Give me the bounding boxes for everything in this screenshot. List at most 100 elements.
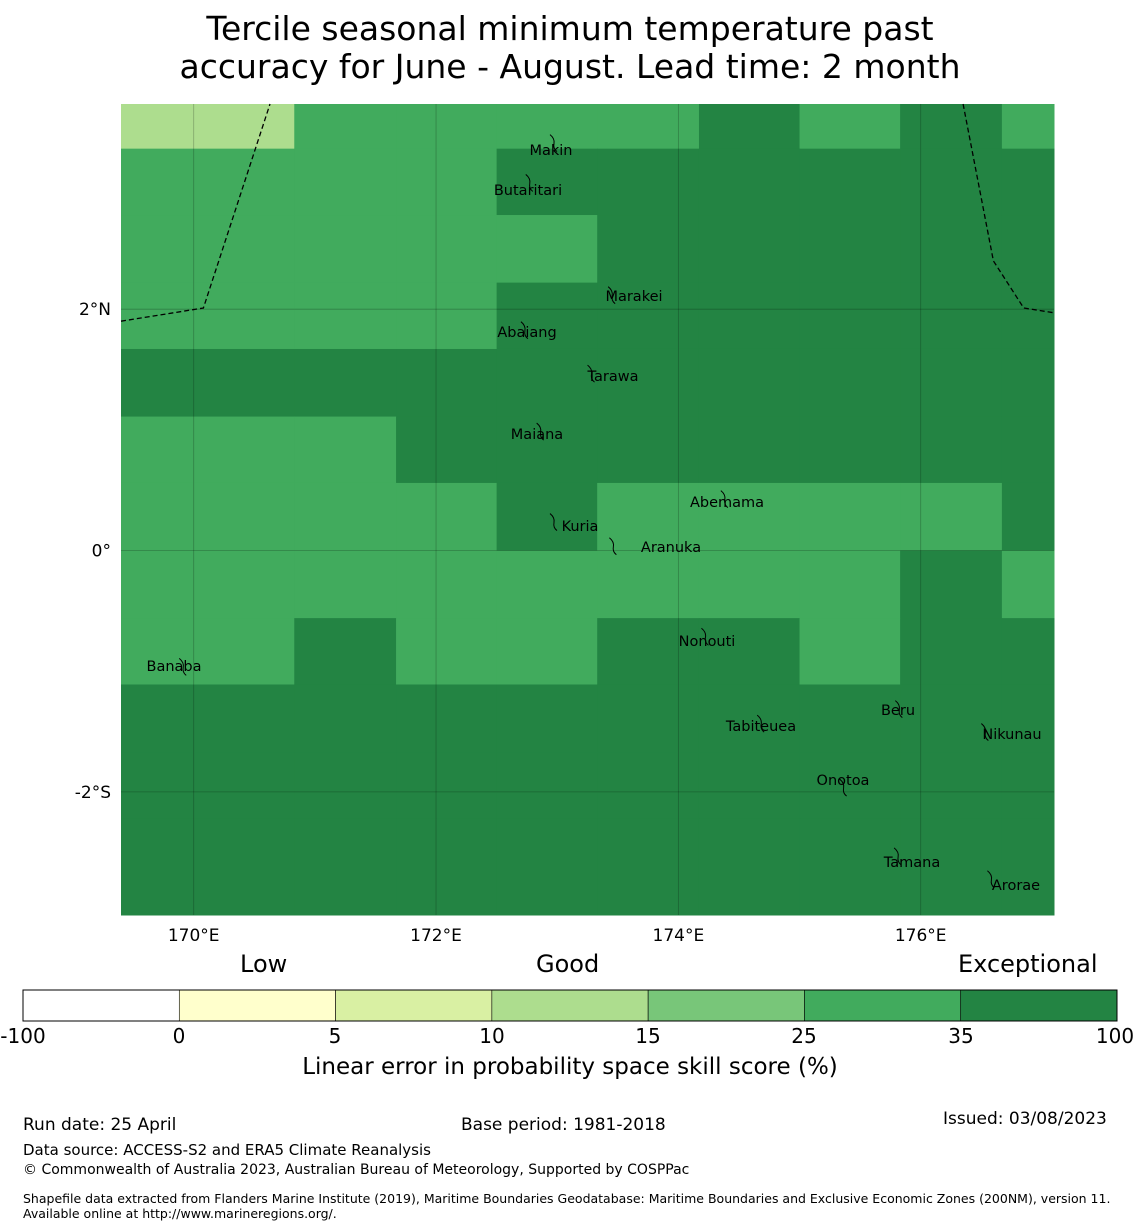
- shapefile-credit: Shapefile data extracted from Flanders M…: [23, 1191, 1111, 1221]
- skill-cell: [698, 618, 801, 685]
- skill-cell: [496, 550, 598, 619]
- skill-cell: [799, 148, 901, 216]
- skill-cell: [294, 148, 397, 216]
- skill-cell: [900, 148, 1003, 216]
- colorbar-header-good: Good: [536, 950, 600, 978]
- island-label: Marakei: [605, 289, 662, 305]
- skill-cell: [1001, 618, 1055, 685]
- island-label: Tarawa: [587, 369, 639, 385]
- skill-cell: [900, 684, 1003, 753]
- island-label: Beru: [881, 703, 915, 719]
- skill-cell: [698, 416, 801, 484]
- skill-cell: [496, 752, 598, 819]
- island-outline: [520, 321, 529, 340]
- skill-cell: [597, 818, 700, 916]
- skill-cell: [121, 416, 295, 484]
- skill-cell: [121, 752, 295, 819]
- skill-cell: [1001, 416, 1055, 484]
- skill-cell: [597, 148, 700, 216]
- island-outline: [549, 134, 558, 153]
- colorbar-header-low: Low: [240, 950, 288, 978]
- eez-boundary: [120, 103, 271, 322]
- skill-cell: [294, 282, 397, 350]
- skill-cell: [121, 684, 295, 753]
- colorbar-bin: [178, 989, 336, 1022]
- colorbar-outline: [22, 989, 1118, 1022]
- skill-cell: [597, 752, 700, 819]
- colorbar-bin: [491, 989, 649, 1022]
- skill-cell: [121, 215, 295, 284]
- skill-cell: [396, 818, 498, 916]
- island-outline: [701, 627, 709, 646]
- title-line-2: accuracy for June - August. Lead time: 2…: [179, 47, 961, 86]
- skill-cell: [396, 416, 498, 484]
- island-outline: [536, 422, 544, 441]
- skill-cell: [698, 550, 801, 619]
- island-outline: [587, 364, 595, 383]
- skill-cell: [597, 684, 700, 753]
- island-outline: [549, 513, 558, 531]
- longitude-tick-label: 174°E: [653, 926, 705, 946]
- skill-cell: [294, 215, 397, 284]
- skill-cell: [900, 550, 1003, 619]
- island-outline: [525, 174, 534, 192]
- latitude-tick-label: 2°N: [79, 300, 111, 320]
- skill-cell: [900, 104, 1003, 150]
- skill-cell: [294, 482, 397, 552]
- skill-cell: [597, 348, 700, 418]
- skill-cell: [799, 215, 901, 284]
- latitude-tick-label: 0°: [92, 542, 111, 562]
- island-outline: [609, 537, 617, 556]
- skill-cell: [1001, 482, 1055, 552]
- latitude-tick-label: -2°S: [75, 783, 111, 803]
- colorbar-bin: [335, 989, 493, 1022]
- skill-cell: [294, 818, 397, 916]
- island-outline: [981, 723, 989, 741]
- skill-cell: [396, 348, 498, 418]
- skill-cell: [597, 550, 700, 619]
- skill-cell: [698, 684, 801, 753]
- skill-cell: [799, 482, 901, 552]
- longitude-tick-label: 170°E: [168, 926, 220, 946]
- skill-cell: [121, 104, 295, 150]
- skill-cell: [799, 752, 901, 819]
- skill-cell: [597, 104, 700, 150]
- island-label: Butaritari: [494, 183, 562, 199]
- skill-cell: [396, 550, 498, 619]
- colorbar-tick: 25: [791, 1024, 817, 1048]
- colorbar-tick: 0: [172, 1024, 186, 1048]
- island-outline: [756, 714, 765, 733]
- island-label: Banaba: [147, 659, 202, 675]
- island-outline: [178, 657, 187, 676]
- skill-cell: [396, 482, 498, 552]
- island-label: Tamana: [883, 855, 940, 871]
- colorbar-bin: [647, 989, 805, 1022]
- skill-cell: [496, 818, 598, 916]
- colorbar-bin: [22, 989, 180, 1022]
- skill-cell: [1001, 818, 1055, 916]
- eez-boundary: [962, 103, 1055, 314]
- island-label: Kuria: [562, 519, 599, 535]
- skill-cell: [496, 482, 598, 552]
- skill-cell: [294, 618, 397, 685]
- skill-cell: [900, 215, 1003, 284]
- skill-cell: [900, 818, 1003, 916]
- skill-cell: [294, 752, 397, 819]
- skill-cell: [698, 348, 801, 418]
- skill-cell: [396, 684, 498, 753]
- island-outline: [720, 490, 729, 509]
- island-label: Abaiang: [497, 325, 556, 341]
- skill-cell: [1001, 348, 1055, 418]
- issued-date: Issued: 03/08/2023: [943, 1109, 1107, 1129]
- skill-cell: [1001, 752, 1055, 819]
- island-outline: [839, 778, 847, 797]
- colorbar-tick: 10: [479, 1024, 505, 1048]
- colorbar-tick: 15: [635, 1024, 661, 1048]
- run-date: Run date: 25 April: [23, 1115, 177, 1135]
- skill-cell: [496, 148, 598, 216]
- skill-cell: [396, 618, 498, 685]
- skill-cell: [294, 684, 397, 753]
- skill-cell: [799, 416, 901, 484]
- skill-cell: [496, 618, 598, 685]
- skill-cell: [698, 104, 801, 150]
